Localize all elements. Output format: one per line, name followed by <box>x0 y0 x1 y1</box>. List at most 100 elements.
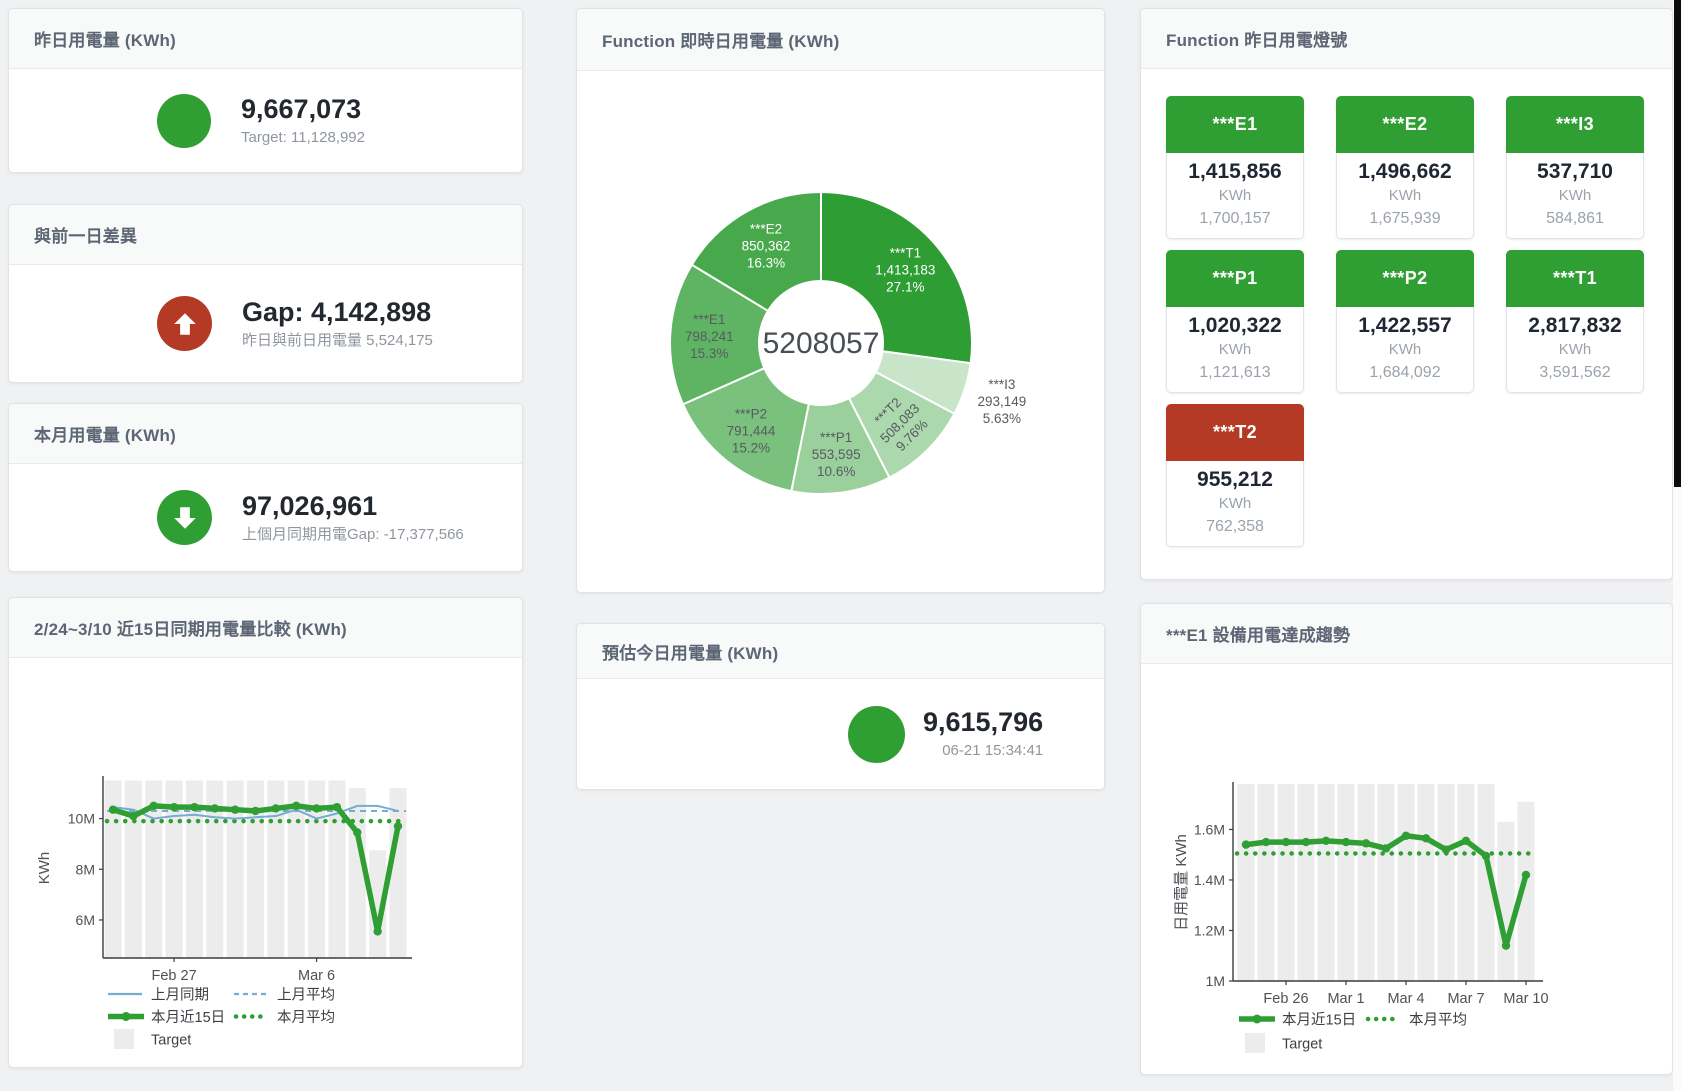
light-tile-t2-target: 762,358 <box>1206 518 1264 535</box>
light-tile-e2-value: 1,496,662 <box>1358 160 1452 183</box>
yesterday-usage-value: 9,667,073 <box>241 93 362 124</box>
lights-panel-header: Function 昨日用電燈號 <box>1141 9 1672 69</box>
month-usage-card: 本月用電量 (KWh) 97,026,961 上個月同期用電Gap: -17,3… <box>8 403 523 572</box>
compare-chart-title: 2/24~3/10 近15日同期用電量比較 (KWh) <box>34 620 347 639</box>
realtime-donut-header: Function 即時日用電量 (KWh) <box>577 9 1104 71</box>
svg-text:1.2M: 1.2M <box>1194 922 1225 938</box>
light-tile-t2-unit: KWh <box>1218 495 1252 512</box>
light-tile-e2-target: 1,675,939 <box>1369 210 1441 227</box>
light-tile-i3-target: 584,861 <box>1546 210 1604 227</box>
estimate-today-title: 預估今日用電量 (KWh) <box>602 643 779 663</box>
light-tile-i3-unit: KWh <box>1558 187 1592 204</box>
month-usage-body: 97,026,961 上個月同期用電Gap: -17,377,566 <box>9 464 522 571</box>
light-tile-p2-label: ***P2 <box>1336 250 1474 307</box>
svg-text:本月近15日: 本月近15日 <box>1282 1012 1356 1029</box>
light-tile-i3: ***I3 537,710 KWh 584,861 <box>1506 96 1644 239</box>
svg-text:Mar 4: Mar 4 <box>1387 991 1424 1007</box>
light-tile-e1-value: 1,415,856 <box>1188 160 1282 183</box>
light-tile-p2: ***P2 1,422,557 KWh 1,684,092 <box>1336 250 1474 393</box>
svg-text:10M: 10M <box>68 811 95 827</box>
day-gap-value: Gap: 4,142,898 <box>242 296 432 327</box>
month-usage-gap: 上個月同期用電Gap: -17,377,566 <box>242 525 464 543</box>
light-tile-t2-label: ***T2 <box>1166 404 1304 461</box>
arrow-down-icon <box>157 490 212 545</box>
scrollbar-thumb[interactable] <box>1674 0 1681 487</box>
trend-chart[interactable]: 1M 1.2M 1.4M 1.6M Feb 26 Mar 1 Mar 4 Mar 7 Mar 1… <box>1141 664 1672 1074</box>
light-tile-e1-label: ***E1 <box>1166 96 1304 153</box>
month-usage-header: 本月用電量 (KWh) <box>9 404 522 464</box>
scrollbar-track[interactable] <box>1673 0 1681 1091</box>
svg-text:Feb 27: Feb 27 <box>151 968 196 984</box>
light-tile-p1-unit: KWh <box>1218 341 1252 358</box>
day-gap-title: 與前一日差異 <box>34 227 138 246</box>
light-tile-e1: ***E1 1,415,856 KWh 1,700,157 <box>1166 96 1304 239</box>
light-tile-p2-value: 1,422,557 <box>1358 314 1452 337</box>
svg-text:本月平均: 本月平均 <box>1409 1012 1467 1029</box>
realtime-donut-title: Function 即時日用電量 (KWh) <box>602 32 840 51</box>
svg-text:8M: 8M <box>76 861 95 877</box>
month-usage-title: 本月用電量 (KWh) <box>34 426 176 445</box>
yesterday-usage-card: 昨日用電量 (KWh) 9,667,073 Target: 11,128,992 <box>8 8 523 173</box>
yesterday-usage-target: Target: 11,128,992 <box>241 128 365 146</box>
status-circle-icon <box>157 93 211 148</box>
trend-chart-card: ***E1 設備用電達成趨勢 1M 1.2M 1.4M 1.6M Feb 26 Mar 1… <box>1140 603 1673 1075</box>
estimate-today-body: 9,615,796 06-21 15:34:41 <box>577 679 1104 789</box>
light-tile-t1-target: 3,591,562 <box>1539 364 1611 381</box>
svg-text:1.6M: 1.6M <box>1194 821 1225 837</box>
light-tile-i3-value: 537,710 <box>1537 160 1613 183</box>
svg-text:Feb 26: Feb 26 <box>1263 991 1308 1007</box>
light-tile-p2-target: 1,684,092 <box>1369 364 1441 381</box>
lights-panel-title: Function 昨日用電燈號 <box>1166 31 1348 50</box>
light-tile-p1-label: ***P1 <box>1166 250 1304 307</box>
light-tile-e2: ***E2 1,496,662 KWh 1,675,939 <box>1336 96 1474 239</box>
svg-text:Target: Target <box>1282 1037 1322 1053</box>
day-gap-header: 與前一日差異 <box>9 205 522 265</box>
yesterday-usage-title: 昨日用電量 (KWh) <box>34 31 176 50</box>
svg-text:5208057: 5208057 <box>763 327 880 360</box>
estimate-today-value: 9,615,796 <box>923 707 1044 737</box>
light-tile-t2-value: 955,212 <box>1197 468 1273 491</box>
arrow-up-icon <box>157 296 212 351</box>
svg-text:日用電量 KWh: 日用電量 KWh <box>1173 834 1190 931</box>
svg-text:上月平均: 上月平均 <box>277 987 335 1004</box>
compare-chart-header: 2/24~3/10 近15日同期用電量比較 (KWh) <box>9 598 522 658</box>
light-tile-t1: ***T1 2,817,832 KWh 3,591,562 <box>1506 250 1644 393</box>
light-tile-t1-label: ***T1 <box>1506 250 1644 307</box>
light-tile-t1-unit: KWh <box>1558 341 1592 358</box>
light-tile-p1: ***P1 1,020,322 KWh 1,121,613 <box>1166 250 1304 393</box>
lights-tiles-grid: ***E1 1,415,856 KWh 1,700,157 ***E2 1,49… <box>1166 96 1644 547</box>
realtime-usage-donut-chart[interactable]: ***T1 1,413,183 27.1%***I3 293,149 5.63%***T… <box>577 71 1104 592</box>
compare-chart-card: 2/24~3/10 近15日同期用電量比較 (KWh) 6M 8M 10M Feb 2… <box>8 597 523 1068</box>
light-tile-p2-unit: KWh <box>1388 341 1422 358</box>
light-tile-t1-value: 2,817,832 <box>1528 314 1622 337</box>
svg-text:上月同期: 上月同期 <box>151 987 209 1004</box>
light-tile-e1-target: 1,700,157 <box>1199 210 1271 227</box>
day-gap-subtext: 昨日與前日用電量 5,524,175 <box>242 331 433 349</box>
svg-text:1M: 1M <box>1206 973 1225 989</box>
svg-text:本月近15日: 本月近15日 <box>151 1009 225 1026</box>
trend-chart-title: ***E1 設備用電達成趨勢 <box>1166 626 1351 645</box>
status-circle-icon <box>848 705 905 763</box>
lights-panel-card: Function 昨日用電燈號 ***E1 1,415,856 KWh 1,70… <box>1140 8 1673 580</box>
svg-text:本月平均: 本月平均 <box>277 1009 335 1026</box>
svg-text:KWh: KWh <box>36 852 53 885</box>
month-usage-value: 97,026,961 <box>242 490 378 521</box>
svg-text:1.4M: 1.4M <box>1194 872 1225 888</box>
svg-text:Mar 1: Mar 1 <box>1327 991 1364 1007</box>
trend-chart-header: ***E1 設備用電達成趨勢 <box>1141 604 1672 664</box>
light-tile-p1-target: 1,121,613 <box>1199 364 1271 381</box>
light-tile-p1-value: 1,020,322 <box>1188 314 1282 337</box>
light-tile-e2-label: ***E2 <box>1336 96 1474 153</box>
day-gap-card: 與前一日差異 Gap: 4,142,898 昨日與前日用電量 5,524,175 <box>8 204 523 383</box>
svg-text:6M: 6M <box>76 912 95 928</box>
svg-text:Mar 7: Mar 7 <box>1447 991 1484 1007</box>
estimate-today-card: 預估今日用電量 (KWh) 9,615,796 06-21 15:34:41 <box>576 623 1105 790</box>
light-tile-i3-label: ***I3 <box>1506 96 1644 153</box>
estimate-today-timestamp: 06-21 15:34:41 <box>942 742 1044 759</box>
svg-text:Mar 10: Mar 10 <box>1503 991 1548 1007</box>
